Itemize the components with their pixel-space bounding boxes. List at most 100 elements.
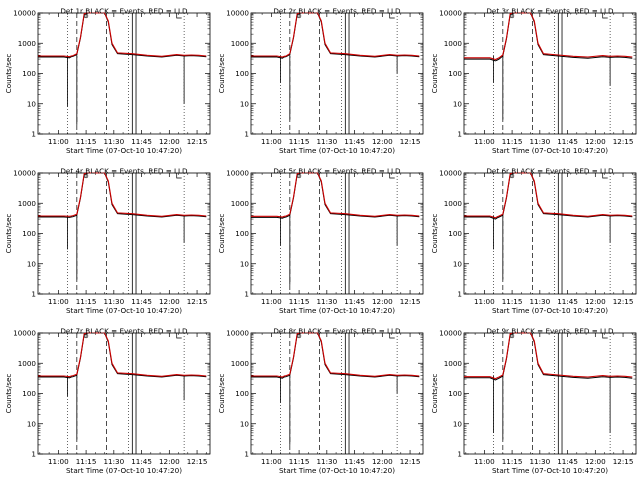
x-tick-label: 11:30 [316, 457, 337, 466]
y-tick-label: 10 [27, 259, 37, 268]
y-tick-label: 100 [448, 389, 462, 398]
x-tick-label: 12:00 [159, 297, 180, 306]
y-tick-label: 10000 [439, 169, 462, 178]
y-tick-label: 1000 [444, 39, 463, 48]
x-tick-label: 12:00 [372, 297, 393, 306]
y-tick-label: 1000 [18, 39, 37, 48]
y-axis-label: Counts/sec [217, 214, 226, 254]
x-tick-label: 12:15 [613, 457, 634, 466]
y-tick-label: 1000 [231, 39, 250, 48]
y-tick-label: 10000 [439, 9, 462, 18]
y-tick-label: 100 [22, 69, 36, 78]
x-tick-label: 11:30 [529, 457, 550, 466]
corner-marker [602, 13, 608, 19]
x-tick-label: 11:45 [557, 137, 578, 146]
panel-8: 1 10 100 1000 10000 11:00 11:15 11:30 11:45 12:00… [217, 327, 424, 475]
panel-title: Det 3r BLACK = Events, RED = LLD [486, 7, 614, 16]
x-tick-label: 11:15 [502, 457, 523, 466]
panel-title: Det 6r BLACK = Events, RED = LLD [486, 167, 614, 176]
y-tick-label: 1 [457, 130, 462, 139]
x-axis-label: Start Time (07-Oct-10 10:47:20) [279, 466, 395, 475]
x-tick-label: 12:00 [585, 297, 606, 306]
y-tick-label: 100 [448, 69, 462, 78]
x-tick-label: 12:15 [400, 297, 421, 306]
panel-1: 1 10 100 1000 10000 11:00 11:15 11:30 11:45 12:00… [4, 7, 211, 155]
panel-title: Det 5r BLACK = Events, RED = LLD [273, 167, 401, 176]
series-line-events [464, 172, 633, 220]
y-tick-label: 10 [240, 259, 250, 268]
series-line-lld [38, 172, 207, 217]
y-tick-label: 10000 [226, 169, 249, 178]
y-axis-label: Counts/sec [430, 214, 439, 254]
y-axis-label: Counts/sec [217, 54, 226, 94]
x-tick-label: 11:30 [529, 297, 550, 306]
series-line-events [38, 12, 207, 59]
x-tick-label: 11:45 [344, 457, 365, 466]
y-tick-label: 1000 [18, 199, 37, 208]
circle-marker [509, 173, 515, 179]
y-tick-label: 100 [22, 389, 36, 398]
x-tick-label: 12:00 [159, 137, 180, 146]
panel-5: 1 10 100 1000 10000 11:00 11:15 11:30 11:45 12:00… [217, 167, 424, 315]
y-axis-label: Counts/sec [430, 374, 439, 414]
circle-marker [296, 333, 302, 339]
x-tick-label: 11:15 [502, 297, 523, 306]
x-tick-label: 12:15 [400, 457, 421, 466]
y-tick-label: 100 [22, 229, 36, 238]
series-line-events [464, 332, 633, 381]
x-tick-label: 11:15 [502, 137, 523, 146]
y-tick-label: 1000 [444, 359, 463, 368]
y-tick-label: 1000 [231, 199, 250, 208]
x-tick-label: 11:45 [131, 137, 152, 146]
panel-2: 1 10 100 1000 10000 11:00 11:15 11:30 11:45 12:00… [217, 7, 424, 155]
panel-title: Det 9r BLACK = Events, RED = LLD [486, 327, 614, 336]
corner-marker [602, 173, 608, 179]
y-tick-label: 1 [31, 290, 36, 299]
y-tick-label: 10 [453, 259, 463, 268]
series-line-lld [251, 172, 420, 218]
series-line-lld [251, 332, 420, 378]
series-line-lld [464, 332, 633, 380]
y-axis-label: Counts/sec [4, 214, 13, 254]
circle-marker [83, 13, 89, 19]
y-tick-label: 10 [240, 419, 250, 428]
x-tick-label: 11:30 [316, 297, 337, 306]
x-axis-label: Start Time (07-Oct-10 10:47:20) [279, 146, 395, 155]
y-tick-label: 1 [31, 450, 36, 459]
x-tick-label: 11:00 [48, 457, 69, 466]
x-tick-label: 11:15 [289, 457, 310, 466]
x-tick-label: 12:00 [159, 457, 180, 466]
corner-marker [389, 173, 395, 179]
series-line-events [251, 332, 420, 379]
y-tick-label: 10000 [13, 329, 36, 338]
x-tick-label: 11:15 [289, 137, 310, 146]
y-tick-label: 100 [235, 69, 249, 78]
x-tick-label: 11:45 [344, 137, 365, 146]
series-line-lld [251, 12, 420, 58]
y-tick-label: 100 [448, 229, 462, 238]
panel-title: Det 8r BLACK = Events, RED = LLD [273, 327, 401, 336]
x-tick-label: 11:45 [557, 297, 578, 306]
corner-marker [176, 173, 182, 179]
panel-7: 1 10 100 1000 10000 11:00 11:15 11:30 11:45 12:00… [4, 327, 211, 475]
x-tick-label: 12:15 [187, 457, 208, 466]
y-axis-label: Counts/sec [4, 374, 13, 414]
panel-title: Det 4r BLACK = Events, RED = LLD [60, 167, 188, 176]
x-tick-label: 11:00 [48, 137, 69, 146]
y-tick-label: 10000 [226, 9, 249, 18]
circle-marker [296, 13, 302, 19]
series-line-events [38, 172, 207, 218]
y-tick-label: 1000 [444, 199, 463, 208]
x-axis-label: Start Time (07-Oct-10 10:47:20) [492, 146, 608, 155]
circle-marker [509, 333, 515, 339]
y-tick-label: 10000 [13, 9, 36, 18]
series-line-lld [38, 332, 207, 378]
panel-3: 1 10 100 1000 10000 11:00 11:15 11:30 11:45 12:00… [430, 7, 637, 155]
y-axis-label: Counts/sec [4, 54, 13, 94]
x-axis-label: Start Time (07-Oct-10 10:47:20) [279, 306, 395, 315]
panel-4: 1 10 100 1000 10000 11:00 11:15 11:30 11:45 12:00… [4, 167, 211, 315]
series-line-events [38, 332, 207, 379]
y-tick-label: 10000 [226, 329, 249, 338]
x-tick-label: 12:15 [400, 137, 421, 146]
